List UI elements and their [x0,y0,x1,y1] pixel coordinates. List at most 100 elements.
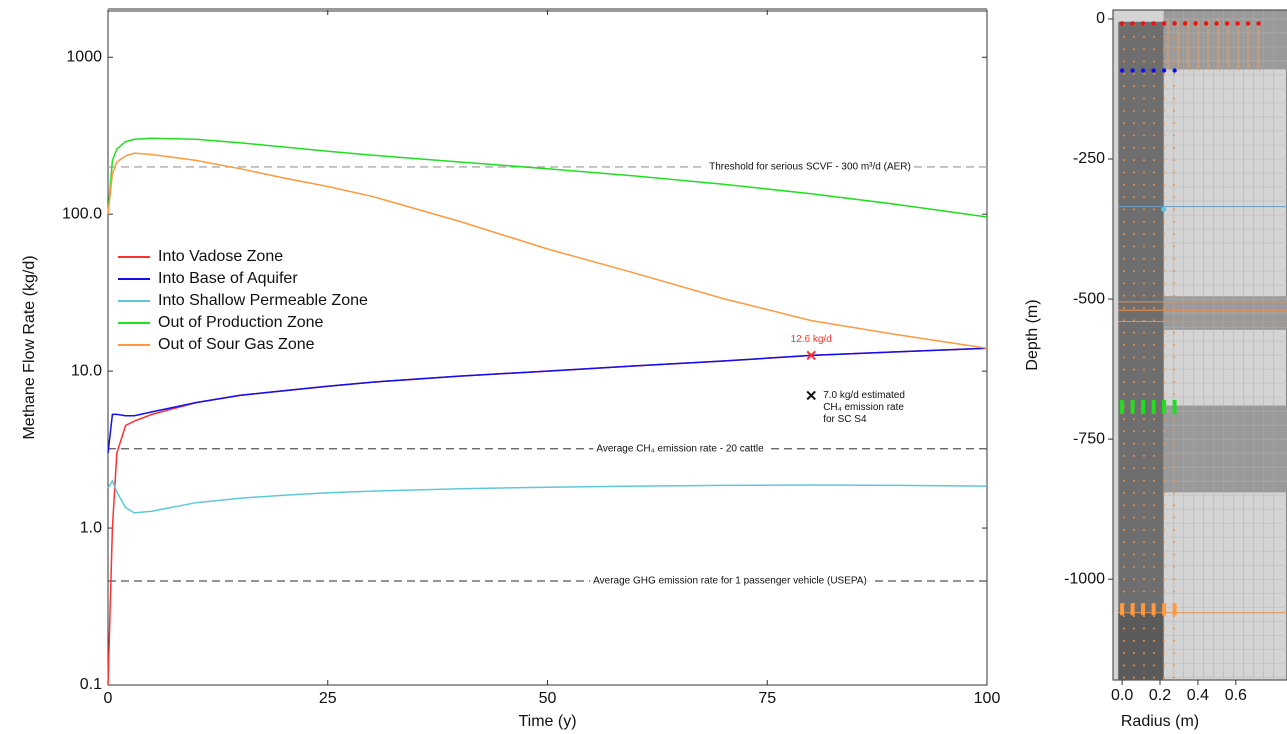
flow-vector [1142,72,1145,75]
flow-vector [1172,171,1175,174]
reference-label-bg [593,443,768,455]
flow-vector [1246,46,1251,52]
flow-vector [1122,196,1125,199]
series-line [107,137,988,218]
flow-vector [1152,183,1155,186]
flow-vector [1132,528,1135,531]
flow-vector [1122,208,1125,211]
flow-vector [1132,467,1135,470]
flow-vector [1186,22,1191,29]
flow-vector [1162,72,1165,75]
flow-vector [1122,479,1125,482]
flow-vector [1166,38,1171,44]
flow-vector [1152,417,1155,420]
flow-vector [1152,627,1155,630]
flow-vector [1122,430,1125,433]
flow-vector [1122,294,1125,297]
flow-vector [1172,528,1175,531]
flow-vector [1142,380,1145,383]
flow-vector [1142,393,1145,396]
flow-vector [1132,245,1135,248]
flow-vector [1132,257,1135,260]
flow-vector [1162,676,1165,679]
x-tick-label: 0.6 [1225,687,1247,704]
flow-vector [1226,42,1231,48]
flow-vector [1132,282,1135,285]
flow-vector [1152,97,1155,100]
flow-vector [1142,356,1145,359]
flow-vector [1142,35,1145,38]
flow-vector [1152,504,1155,507]
source-dot [1224,21,1230,26]
flow-vector [1236,38,1241,44]
flow-vector [1142,565,1145,568]
flow-vector [1132,183,1135,186]
flow-vector [1122,257,1125,260]
y-tick-label: -500 [1073,290,1105,307]
x-tick-label: 75 [758,690,776,707]
flow-vector [1162,245,1165,248]
y-tick-label: -1000 [1064,570,1105,587]
flow-vector [1152,171,1155,174]
flow-vector [1122,417,1125,420]
flow-vector [1142,417,1145,420]
flow-vector [1172,344,1175,346]
y-axis-label: Methane Flow Rate (kg/d) [21,255,38,439]
flow-vector [1142,233,1145,236]
flow-vector [1122,171,1125,174]
flow-vector [1132,454,1135,457]
flow-vector [1152,639,1155,642]
flow-vector [1162,590,1165,593]
legend-label: Out of Production Zone [158,314,324,331]
casing-bottom [1118,612,1164,680]
flow-vector [1196,50,1201,56]
flow-vector [1216,54,1221,60]
flow-vector [1216,65,1221,72]
flow-vector [1216,34,1221,40]
source-dot [1151,21,1156,26]
flow-vector [1172,196,1175,199]
flow-vector [1152,109,1155,112]
flow-vector [1256,38,1261,44]
flow-vector [1152,356,1155,359]
flow-vector [1206,18,1211,25]
flow-vector [1172,294,1175,297]
flow-vector [1196,30,1201,36]
flow-vector [1152,380,1155,383]
flow-vector [1196,65,1201,72]
y-tick-label: -250 [1073,150,1105,167]
flow-vector [1172,257,1175,260]
flow-rate-chart: 0.1 1.0 10.0 100.0 1000 0 25 50 75 100 Time (y) Met… [21,8,1000,730]
aquifer-dot [1161,68,1167,73]
flow-vector [1172,48,1175,51]
production-cell [1141,399,1146,414]
flow-vector [1186,30,1191,36]
flow-vector [1162,627,1165,630]
flow-vector [1166,50,1171,56]
flow-vector [1172,553,1175,556]
flow-vector [1172,664,1175,667]
flow-vector [1142,146,1145,149]
flow-vector [1246,57,1251,64]
sour-gas-cell [1162,603,1167,616]
flow-vector [1132,109,1135,112]
flow-vector [1196,57,1201,64]
flow-vector [1122,307,1125,310]
flow-vector [1176,22,1181,29]
sour-gas-cell [1141,603,1146,616]
legend-label: Out of Sour Gas Zone [158,336,315,353]
flow-vector [1166,34,1171,40]
flow-vector [1132,72,1135,75]
flow-vector [1162,430,1165,433]
source-dot [1214,21,1219,26]
flow-vector [1162,196,1165,199]
flow-vector [1132,442,1135,445]
y-axis-label: Depth (m) [1024,299,1041,370]
flow-vector [1186,18,1191,25]
flow-vector [1132,146,1135,149]
flow-vector [1152,664,1155,667]
flow-vector [1142,615,1145,618]
flow-vector [1162,516,1165,519]
series-line [107,347,988,454]
flow-vector [1162,639,1165,642]
